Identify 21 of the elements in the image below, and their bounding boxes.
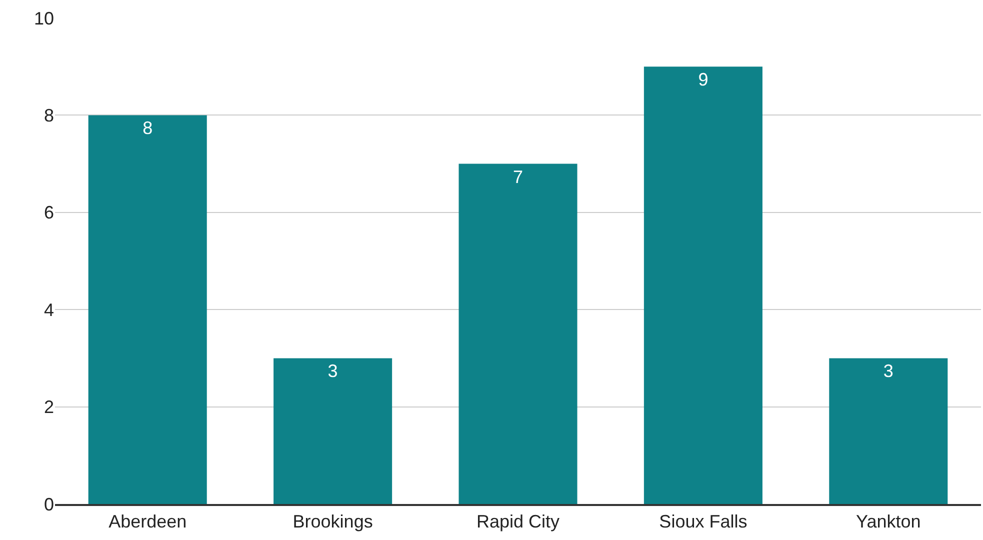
x-tick-label: Yankton bbox=[856, 511, 921, 532]
x-tick-label: Aberdeen bbox=[108, 511, 187, 532]
bar bbox=[644, 66, 762, 504]
y-tick-label: 10 bbox=[34, 8, 54, 28]
data-label: 8 bbox=[142, 118, 153, 138]
bar bbox=[829, 358, 948, 504]
data-label: 3 bbox=[328, 361, 338, 382]
data-label: 7 bbox=[512, 166, 524, 187]
y-tick-label: 8 bbox=[44, 106, 54, 126]
bar bbox=[274, 358, 392, 504]
y-tick-label: 0 bbox=[44, 494, 54, 514]
x-tick-label: Rapid City bbox=[476, 511, 560, 532]
bar bbox=[458, 164, 578, 504]
data-label: 3 bbox=[883, 361, 894, 382]
data-label: 9 bbox=[698, 70, 708, 90]
x-tick-label: Sioux Falls bbox=[659, 511, 748, 532]
y-tick-label: 4 bbox=[44, 300, 54, 320]
bar bbox=[88, 115, 207, 504]
x-tick-label: Brookings bbox=[292, 511, 373, 532]
y-tick-label: 6 bbox=[44, 202, 54, 223]
y-tick-label: 2 bbox=[44, 397, 54, 418]
